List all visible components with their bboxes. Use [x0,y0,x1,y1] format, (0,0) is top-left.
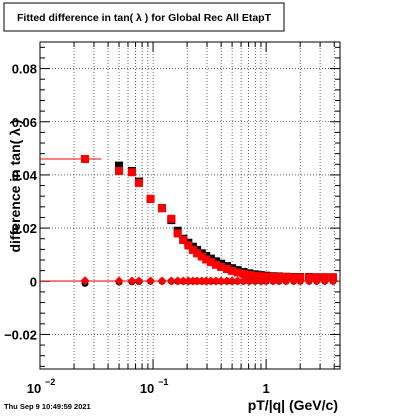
series-1-point [134,178,143,187]
series-1-point [202,255,211,264]
x-tick-label: 1 [263,381,270,396]
y-axis-title: difference in tan( λ ) [7,119,23,252]
series-1-point [173,229,182,238]
series-1-point [115,166,124,175]
series-1-point [179,236,188,245]
series-1-point [193,249,202,258]
series-1-point [222,265,231,274]
series-1-point [211,260,220,269]
series-1-point [197,252,206,261]
y-tick-label: −0.02 [4,327,37,342]
x-tick-exponent: −2 [45,377,55,387]
series-1-point [233,268,242,277]
series-1-point [206,258,215,267]
series-1-point [80,154,89,163]
y-tick-label: 0.02 [12,221,37,236]
title-box [3,2,285,32]
series-0-point [115,161,124,170]
series-1-point [158,204,167,213]
y-tick-label: 0.08 [12,62,37,77]
grid-layer [39,42,340,369]
y-tick-label: 0.04 [12,168,38,183]
series-1-point [184,241,193,250]
axis-layer: −0.02 0 0.02 0.04 0.06 0.08 10 −2 10 −1 1 [4,42,340,396]
x-tick-label: 10 [140,381,154,396]
x-tick-label: 10 [27,381,41,396]
marks-layer [40,154,340,287]
series-1-point [256,272,265,281]
x-axis-title: pT/|q| (GeV/c) [248,397,338,413]
plot-frame [39,41,341,370]
series-1-point [167,214,176,223]
series-1-point [262,272,271,281]
timestamp: Thu Sep 9 10:49:59 2021 [4,402,91,411]
series-1-point [127,168,136,177]
series-1-point [146,194,155,203]
series-1-point [228,266,237,275]
series-1-point [188,245,197,254]
x-tick-exponent: −1 [158,377,168,387]
chart-title: Fitted difference in tan( λ ) for Global… [17,12,272,24]
y-tick-label: 0.06 [12,115,37,130]
series-1-point [251,271,260,280]
series-1-point [217,262,226,271]
y-tick-label: 0 [30,274,37,289]
series-1-point [239,269,248,278]
series-1-point [245,270,254,279]
